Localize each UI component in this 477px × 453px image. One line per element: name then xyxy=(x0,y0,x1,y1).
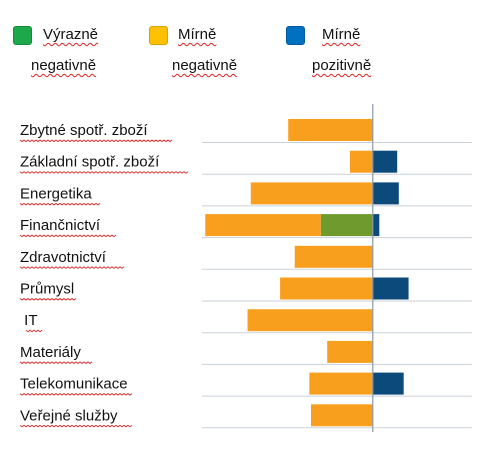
legend-label-mild-negative: Mírně negativně xyxy=(172,26,238,74)
spellcheck-underline xyxy=(19,234,117,238)
bar-mirne-negativne-materialy xyxy=(327,340,373,363)
category-label-prumysl: Průmysl xyxy=(20,281,74,298)
category-label-zakladni-spotr-zbozi: Základní spotř. zboží xyxy=(20,154,160,171)
category-label-verejne-sluzby: Veřejné služby xyxy=(20,407,118,424)
bar-mirne-negativne-financnictvi xyxy=(205,214,321,237)
bar-mirne-pozitivne-prumysl xyxy=(372,277,409,300)
bar-mirne-pozitivne-telekomunikace xyxy=(372,372,404,395)
spellcheck-underline xyxy=(19,361,93,364)
bar-vyrazne-negativne-financnictvi xyxy=(320,214,373,237)
spellcheck-underline xyxy=(25,329,43,333)
bar-mirne-pozitivne-zakladni-spotr-zbozi xyxy=(372,150,398,173)
spellcheck-underline xyxy=(19,424,133,428)
spellcheck-underline xyxy=(19,297,77,301)
legend-swatch-mild-positive xyxy=(286,26,305,45)
category-labels: Zbytné spotř. zboží Základní spotř. zboží… xyxy=(19,122,189,428)
category-label-financnictvi: Finančnictví xyxy=(20,217,101,234)
bar-mirne-pozitivne-energetika xyxy=(372,182,399,205)
legend-swatch-strong-negative xyxy=(13,26,32,45)
bar-mirne-negativne-telekomunikace xyxy=(309,372,373,395)
spellcheck-underline xyxy=(19,202,101,206)
category-label-zbytne-spotr-zbozi: Zbytné spotř. zboží xyxy=(20,122,148,139)
bars xyxy=(205,119,409,427)
bar-mirne-negativne-zdravotnictvi xyxy=(294,245,373,268)
grid-lines xyxy=(202,142,472,429)
bar-mirne-negativne-prumysl xyxy=(280,277,373,300)
bar-mirne-pozitivne-financnictvi xyxy=(372,214,380,237)
bar-mirne-negativne-energetika xyxy=(250,182,373,205)
category-label-energetika: Energetika xyxy=(20,185,92,202)
bar-mirne-negativne-verejne-sluzby xyxy=(310,404,373,427)
legend-label-mild-positive: Mírně pozitivně xyxy=(312,26,372,74)
category-label-materialy: Materiály xyxy=(20,344,81,361)
legend-swatch-mild-negative xyxy=(149,26,168,45)
bar-mirne-negativne-zakladni-spotr-zbozi xyxy=(350,150,373,173)
legend-label-strong-negative: Výrazně negativně xyxy=(31,26,99,74)
spellcheck-underline xyxy=(19,266,125,269)
bar-mirne-negativne-zbytne-spotr-zbozi xyxy=(288,119,373,141)
spellcheck-underline xyxy=(19,393,133,396)
category-label-telekomunikace: Telekomunikace xyxy=(20,376,128,393)
category-label-zdravotnictvi: Zdravotnictví xyxy=(20,249,107,266)
category-label-it: IT xyxy=(20,312,38,329)
spellcheck-underline xyxy=(19,171,189,174)
spellcheck-underline xyxy=(19,139,173,143)
bar-mirne-negativne-it xyxy=(247,309,373,332)
